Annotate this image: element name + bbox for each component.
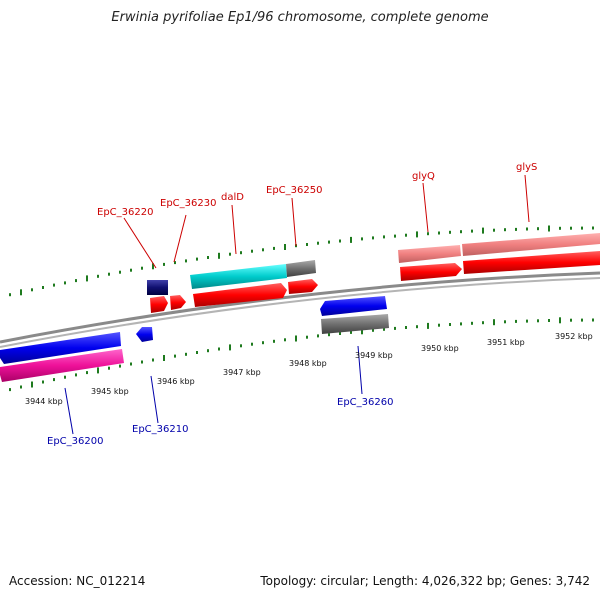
- gene-dald-cds[interactable]: [190, 264, 287, 289]
- gene-dald[interactable]: [193, 283, 287, 307]
- scale-label: 3951 kbp: [487, 338, 525, 347]
- scale-label: 3946 kbp: [157, 377, 195, 386]
- gene-epc36230[interactable]: [170, 295, 186, 310]
- leader-glyq: [422, 182, 429, 233]
- gene-glyq-cds[interactable]: [398, 245, 461, 263]
- leader-epc36200: [64, 387, 74, 435]
- map-title: Erwinia pyrifoliae Ep1/96 chromosome, co…: [111, 10, 489, 25]
- label-epc36230[interactable]: EpC_36230: [160, 198, 216, 209]
- gene-epc36260-outer[interactable]: [320, 296, 387, 316]
- ticks-top: [9, 225, 594, 297]
- gene-epc36220[interactable]: [150, 296, 168, 313]
- gene-epc36220-cds[interactable]: [147, 280, 168, 295]
- gene-epc36200-outer[interactable]: [0, 332, 121, 364]
- label-dald[interactable]: dalD: [221, 192, 244, 203]
- label-epc36250[interactable]: EpC_36250: [266, 185, 322, 196]
- gene-epc36200-cds[interactable]: [0, 349, 124, 382]
- gene-glys-cds[interactable]: [462, 233, 600, 256]
- scale-label: 3944 kbp: [25, 397, 63, 406]
- backbone-outer: [0, 271, 600, 344]
- leader-epc36210: [150, 375, 159, 424]
- leader-epc36250: [291, 197, 297, 247]
- scale-label: 3948 kbp: [289, 359, 327, 368]
- leader-glys: [524, 174, 530, 223]
- leader-epc36220: [123, 217, 157, 269]
- gene-epc36250-cds[interactable]: [286, 260, 316, 277]
- gene-epc36250[interactable]: [288, 279, 318, 294]
- scale-label: 3949 kbp: [355, 351, 393, 360]
- leader-epc36230: [173, 214, 187, 263]
- scale-label: 3952 kbp: [555, 332, 593, 341]
- leader-epc36260: [357, 345, 363, 395]
- gene-epc36260-cds[interactable]: [321, 314, 389, 334]
- label-epc36220[interactable]: EpC_36220: [97, 207, 153, 218]
- label-epc36200[interactable]: EpC_36200: [47, 436, 103, 447]
- leader-dald: [231, 204, 237, 255]
- gene-glys[interactable]: [463, 251, 600, 274]
- backbone-inner: [0, 277, 600, 348]
- label-glys[interactable]: glyS: [516, 162, 537, 173]
- accession-text: Accession: NC_012214: [9, 574, 146, 588]
- scale-label: 3947 kbp: [223, 368, 261, 377]
- gene-glyq[interactable]: [400, 263, 462, 281]
- label-epc36260[interactable]: EpC_36260: [337, 397, 393, 408]
- label-epc36210[interactable]: EpC_36210: [132, 424, 188, 435]
- scale-label: 3945 kbp: [91, 387, 129, 396]
- label-glyq[interactable]: glyQ: [412, 171, 435, 182]
- scale-label: 3950 kbp: [421, 344, 459, 353]
- gene-epc36210[interactable]: [136, 327, 153, 342]
- topology-summary: Topology: circular; Length: 4,026,322 bp…: [260, 574, 590, 588]
- ticks-bottom: [9, 317, 594, 392]
